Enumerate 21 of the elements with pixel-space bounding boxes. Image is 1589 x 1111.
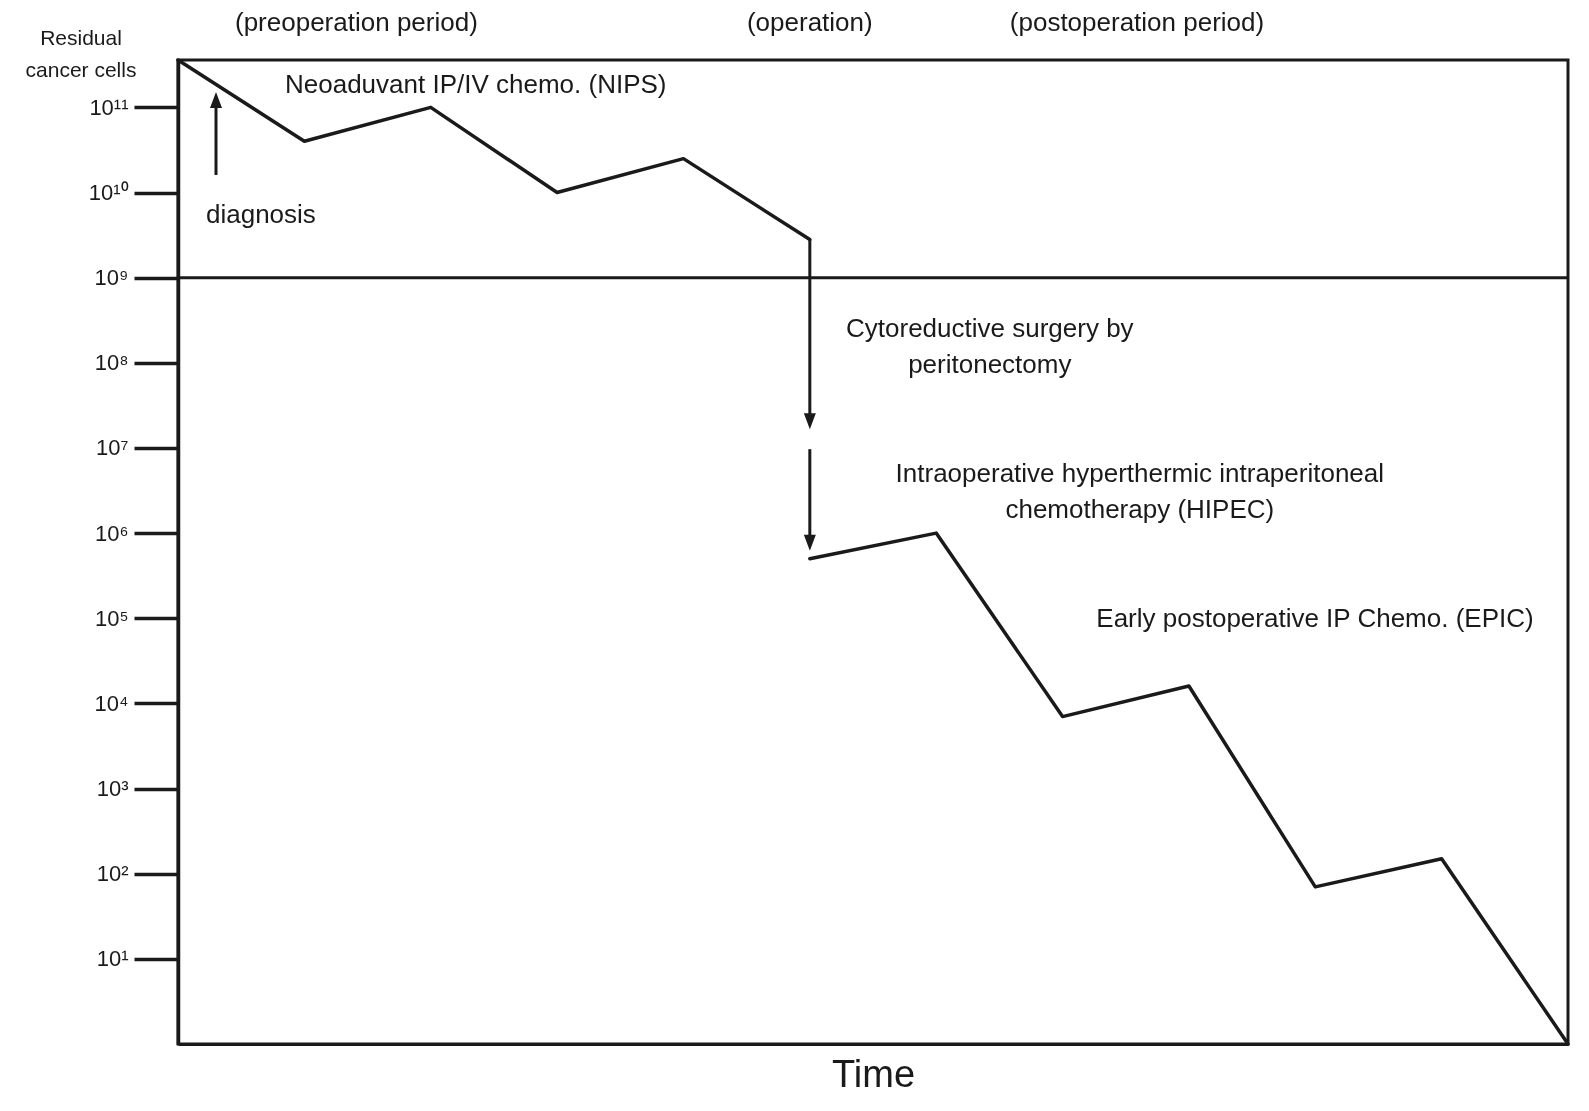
y-axis-title: Residual cancer cells (24, 25, 138, 83)
text: (operation) (745, 6, 874, 39)
y-tick-label: 10⁴ (94, 690, 129, 716)
text: (postoperation period) (1009, 6, 1266, 39)
y-tick-label: 10⁹ (94, 265, 129, 291)
annotation: Neoaduvant IP/IV chemo. (NIPS) (285, 68, 668, 101)
y-tick-label: 10⁵ (94, 605, 129, 631)
annotation: Early postoperative IP Chemo. (EPIC) (1095, 602, 1535, 635)
text: (preoperation period) (235, 6, 479, 39)
y-tick-label: 10³ (96, 776, 129, 802)
annotation: diagnosis (206, 198, 317, 231)
annotation: Cytoreductive surgery by peritonectomy (845, 312, 1135, 382)
y-tick-label: 10¹⁰ (88, 180, 129, 206)
y-tick-label: 10⁷ (96, 435, 129, 461)
y-tick-label: 10⁸ (94, 350, 129, 376)
y-tick-label: 10² (96, 861, 129, 887)
y-tick-label: 10¹¹ (89, 94, 129, 120)
y-tick-label: 10¹ (96, 946, 129, 972)
y-tick-label: 10⁶ (94, 520, 129, 546)
annotation: Intraoperative hyperthermic intraperitoneal chemotherapy (HIPEC) (894, 457, 1386, 527)
x-axis-title: Time (831, 1052, 916, 1095)
